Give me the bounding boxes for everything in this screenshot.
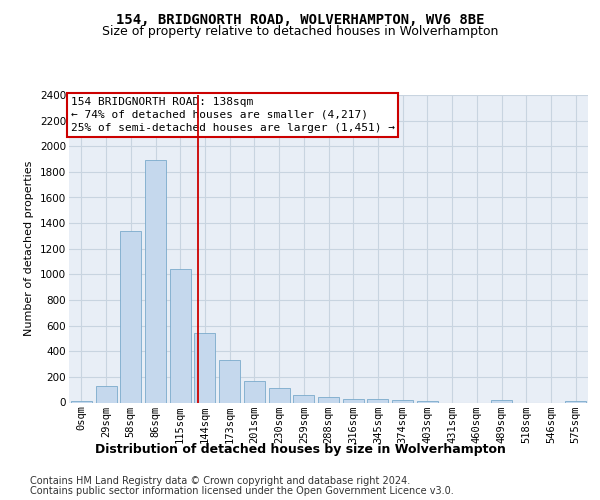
Bar	[392, 400, 413, 402]
Bar	[417, 400, 438, 402]
Bar	[293, 395, 314, 402]
Bar	[269, 388, 290, 402]
Bar	[71, 400, 92, 402]
Text: Contains HM Land Registry data © Crown copyright and database right 2024.: Contains HM Land Registry data © Crown c…	[30, 476, 410, 486]
Text: Distribution of detached houses by size in Wolverhampton: Distribution of detached houses by size …	[95, 442, 505, 456]
Text: 154, BRIDGNORTH ROAD, WOLVERHAMPTON, WV6 8BE: 154, BRIDGNORTH ROAD, WOLVERHAMPTON, WV6…	[116, 12, 484, 26]
Bar	[120, 231, 141, 402]
Bar	[318, 398, 339, 402]
Bar	[95, 386, 116, 402]
Bar	[343, 398, 364, 402]
Bar	[491, 400, 512, 402]
Y-axis label: Number of detached properties: Number of detached properties	[25, 161, 34, 336]
Bar	[194, 334, 215, 402]
Bar	[244, 382, 265, 402]
Text: 154 BRIDGNORTH ROAD: 138sqm
← 74% of detached houses are smaller (4,217)
25% of : 154 BRIDGNORTH ROAD: 138sqm ← 74% of det…	[71, 96, 395, 133]
Bar	[219, 360, 240, 403]
Text: Size of property relative to detached houses in Wolverhampton: Size of property relative to detached ho…	[102, 25, 498, 38]
Bar	[565, 400, 586, 402]
Bar	[145, 160, 166, 402]
Text: Contains public sector information licensed under the Open Government Licence v3: Contains public sector information licen…	[30, 486, 454, 496]
Bar	[367, 400, 388, 402]
Bar	[170, 269, 191, 402]
